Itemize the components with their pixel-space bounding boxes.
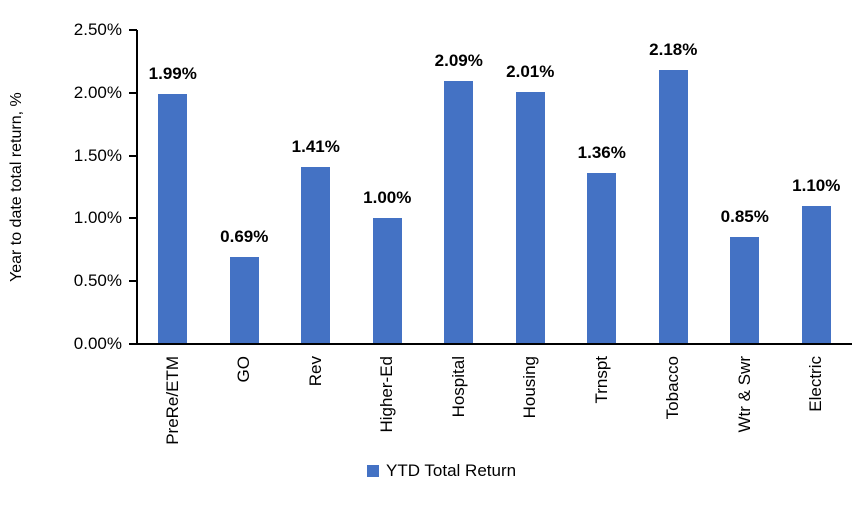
bar	[372, 218, 402, 344]
x-category-label: Higher-Ed	[377, 356, 397, 433]
y-axis-line	[136, 30, 138, 344]
bar-value-label: 0.85%	[720, 207, 769, 227]
x-category-label: Wtr & Swr	[734, 356, 754, 433]
y-tick-label: 2.50%	[73, 20, 122, 39]
x-axis-line	[129, 343, 852, 345]
x-category-label: Hospital	[448, 356, 468, 418]
x-category-label: Tobacco	[663, 356, 683, 420]
y-axis-title: Year to date total return, %	[8, 92, 25, 282]
bar-value-label: 2.01%	[506, 61, 555, 81]
y-tick-mark	[129, 91, 137, 94]
bar-value-label: 1.00%	[363, 188, 412, 208]
legend-label: YTD Total Return	[386, 461, 517, 480]
bar	[444, 81, 474, 344]
y-tick-label: 0.50%	[73, 271, 122, 291]
bar-value-label: 1.10%	[792, 175, 841, 195]
x-category-label: GO	[234, 356, 254, 383]
x-category-label: Trnspt	[591, 356, 611, 404]
bar-value-label: 1.99%	[148, 64, 197, 84]
x-category-label: Electric	[806, 356, 826, 412]
bar-value-label: 0.69%	[220, 227, 269, 247]
bar	[515, 91, 545, 344]
bar-value-label: 2.18%	[649, 40, 698, 60]
bar	[229, 257, 259, 344]
y-tick-label: 1.00%	[73, 208, 122, 228]
bar	[730, 237, 760, 344]
legend: YTD Total Return	[367, 461, 516, 481]
bar-value-label: 2.09%	[434, 51, 483, 71]
y-tick-mark	[129, 280, 137, 283]
y-tick-mark	[129, 217, 137, 220]
bar-value-label: 1.41%	[291, 136, 340, 156]
bar	[301, 166, 331, 344]
bar	[158, 94, 188, 344]
y-tick-label: 0.00%	[73, 334, 122, 353]
bar	[658, 70, 688, 344]
bar	[801, 205, 831, 344]
x-category-label: Rev	[305, 356, 325, 387]
x-category-label: PreRe/ETM	[162, 356, 182, 445]
y-tick-mark	[129, 154, 137, 157]
y-tick-mark	[129, 29, 137, 31]
x-category-label: Housing	[520, 356, 540, 419]
legend-swatch-icon	[367, 465, 379, 477]
y-tick-label: 2.00%	[73, 82, 122, 102]
y-tick-label: 1.50%	[73, 145, 122, 165]
bar	[587, 173, 617, 344]
bar-value-label: 1.36%	[577, 143, 626, 163]
